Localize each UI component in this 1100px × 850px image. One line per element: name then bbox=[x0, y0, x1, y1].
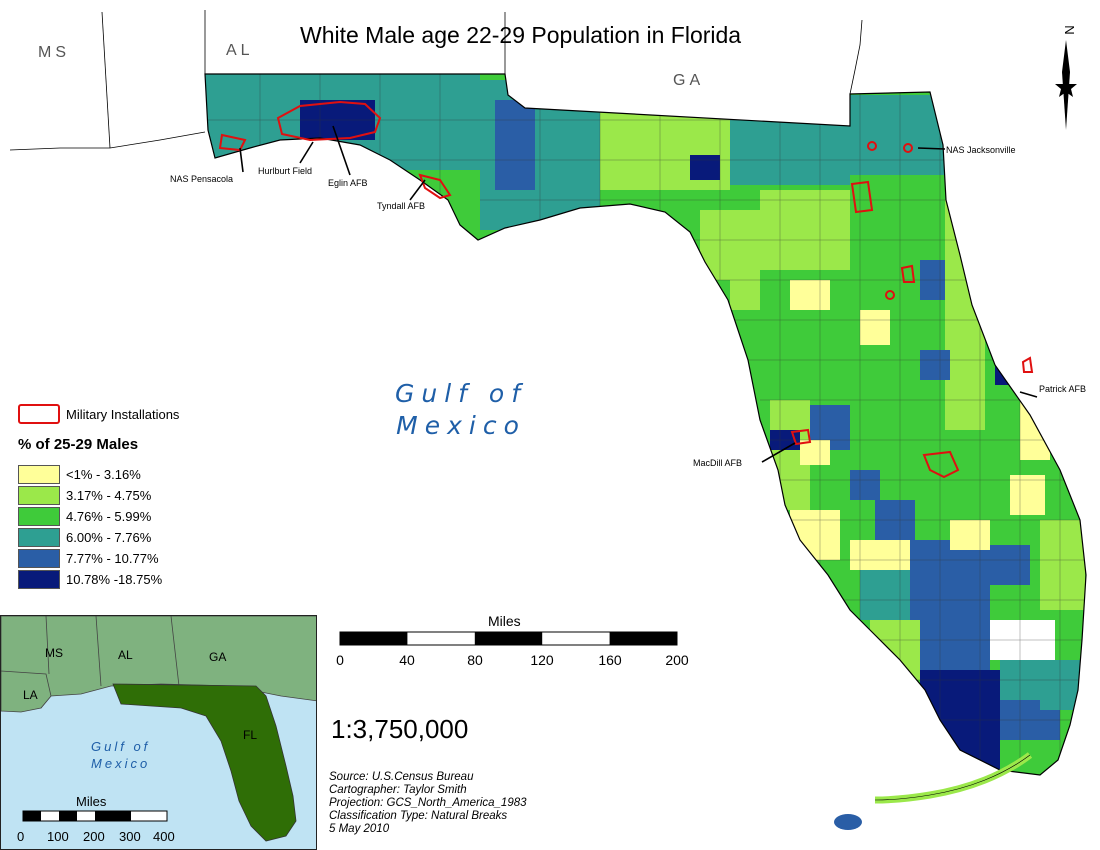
north-arrow-icon bbox=[1055, 40, 1077, 130]
scale-tick: 120 bbox=[530, 652, 554, 668]
state-boundaries bbox=[9, 10, 863, 151]
state-label-al: AL bbox=[226, 42, 254, 59]
inset-scale-tick: 100 bbox=[47, 829, 69, 844]
legend-swatch bbox=[18, 485, 60, 505]
key-west bbox=[834, 814, 862, 830]
legend-swatch bbox=[18, 506, 60, 526]
state-label-ga: GA bbox=[673, 72, 705, 89]
label-macdill-afb: MacDill AFB bbox=[693, 458, 743, 468]
scale-ratio: 1:3,750,000 bbox=[331, 714, 469, 744]
label-hurlburt-field: Hurlburt Field bbox=[258, 166, 313, 176]
scale-bar bbox=[339, 631, 678, 646]
inset-label-al: AL bbox=[118, 648, 133, 662]
map-title: White Male age 22-29 Population in Flori… bbox=[300, 22, 742, 48]
scale-tick: 80 bbox=[467, 652, 483, 668]
label-nas-pensacola: NAS Pensacola bbox=[170, 174, 234, 184]
map-credits: Source: U.S.Census Bureau Cartographer: … bbox=[329, 771, 527, 835]
label-eglin-afb: Eglin AFB bbox=[328, 178, 368, 188]
inset-label-la: LA bbox=[23, 688, 38, 702]
scale-bar-title: Miles bbox=[488, 613, 521, 629]
legend-swatch bbox=[18, 464, 60, 484]
north-arrow-label: N bbox=[1062, 25, 1077, 34]
inset-scale-tick: 200 bbox=[83, 829, 105, 844]
gulf-of-mexico-label: Gulf of Mexico bbox=[395, 379, 528, 440]
inset-scale-tick: 300 bbox=[119, 829, 141, 844]
label-patrick-afb: Patrick AFB bbox=[1039, 384, 1087, 394]
inset-scale-tick: 400 bbox=[153, 829, 175, 844]
inset-scale-tick: 0 bbox=[17, 829, 25, 844]
inset-locator-map: MS AL GA LA FL Gulf of Mexico Miles 0 10… bbox=[0, 615, 317, 850]
ga-coast bbox=[849, 19, 863, 95]
legend-swatch bbox=[18, 527, 60, 547]
inset-label-ga: GA bbox=[209, 650, 227, 664]
inset-scale-bar bbox=[22, 810, 168, 822]
inset-gulf-label: Gulf of Mexico bbox=[91, 739, 151, 771]
legend-swatch bbox=[18, 569, 60, 589]
ms-al-boundary bbox=[101, 11, 111, 149]
florida-keys-outline bbox=[874, 754, 1031, 801]
military-installations-swatch bbox=[18, 404, 60, 424]
leader-lines bbox=[239, 125, 1038, 463]
inset-scale-title: Miles bbox=[76, 794, 107, 809]
military-installations-legend: Military Installations bbox=[18, 404, 179, 424]
legend-class-6: 10.78% -18.75% bbox=[18, 569, 162, 589]
scale-tick: 200 bbox=[665, 652, 689, 668]
legend-class-3: 4.76% - 5.99% bbox=[18, 506, 151, 526]
coast-west bbox=[9, 131, 206, 151]
legend-class-2: 3.17% - 4.75% bbox=[18, 485, 151, 505]
label-nas-jacksonville: NAS Jacksonville bbox=[946, 145, 1016, 155]
legend-swatch bbox=[18, 548, 60, 568]
label-tyndall-afb: Tyndall AFB bbox=[377, 201, 426, 211]
state-label-ms: MS bbox=[38, 44, 70, 61]
legend-class-5: 7.77% - 10.77% bbox=[18, 548, 159, 568]
legend-title: % of 25-29 Males bbox=[18, 436, 139, 453]
inset-label-ms: MS bbox=[45, 646, 63, 660]
inset-map-graphic bbox=[1, 616, 316, 842]
legend-class-1: <1% - 3.16% bbox=[18, 464, 141, 484]
legend-class-4: 6.00% - 7.76% bbox=[18, 527, 151, 547]
scale-tick: 0 bbox=[336, 652, 344, 668]
inset-label-fl: FL bbox=[243, 728, 258, 742]
scale-tick: 40 bbox=[399, 652, 415, 668]
scale-tick: 160 bbox=[598, 652, 622, 668]
